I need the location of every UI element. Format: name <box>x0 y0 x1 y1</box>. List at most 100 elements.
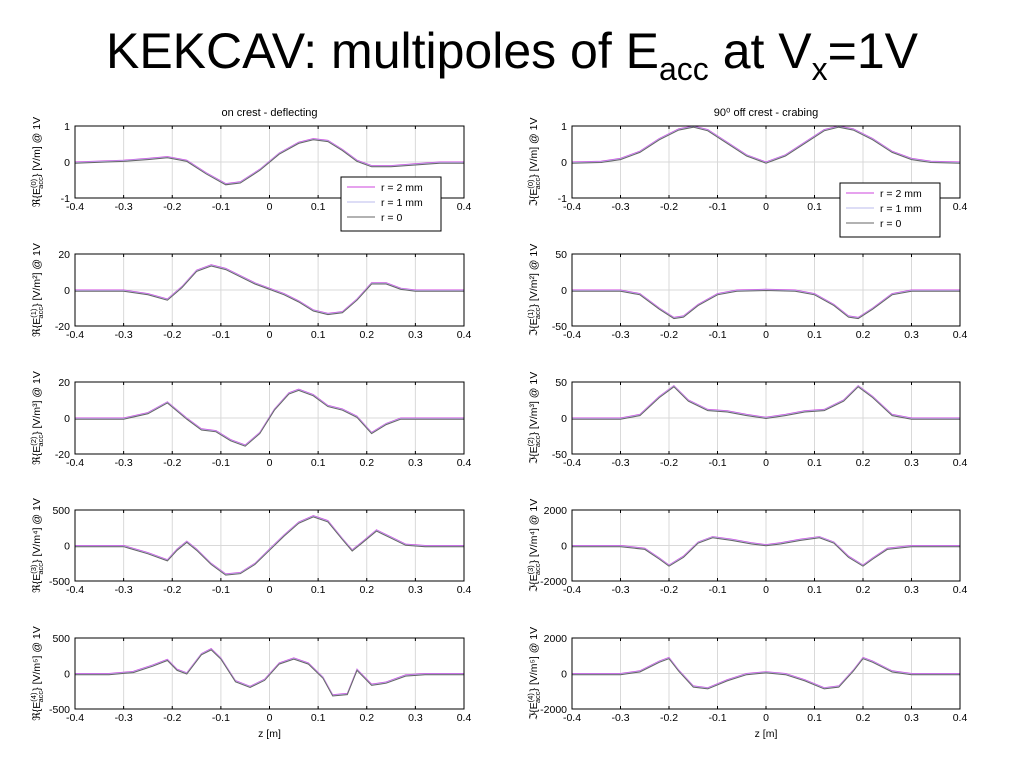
series-line <box>75 516 464 576</box>
x-axis-label: z [m] <box>755 728 778 740</box>
x-tick-label: 0.3 <box>408 584 423 596</box>
legend-entry: r = 2 mm <box>880 188 922 200</box>
y-tick-label: -50 <box>552 449 567 461</box>
x-tick-label: -0.1 <box>212 712 230 724</box>
x-tick-label: -0.4 <box>66 329 84 341</box>
y-tick-label: 2000 <box>544 633 568 645</box>
x-tick-label: 0.4 <box>457 712 472 724</box>
legend: r = 2 mm r = 1 mm r = 0 <box>340 176 442 232</box>
y-tick-label: -20 <box>55 449 70 461</box>
y-tick-label: 500 <box>52 505 70 517</box>
y-tick-label: 0 <box>64 669 70 681</box>
x-tick-label: -0.4 <box>563 712 581 724</box>
x-tick-label: -0.2 <box>163 584 181 596</box>
legend-box <box>839 182 941 238</box>
x-tick-label: 0.3 <box>408 457 423 469</box>
x-tick-label: -0.2 <box>660 457 678 469</box>
x-tick-label: 0 <box>763 457 769 469</box>
y-tick-label: 500 <box>52 633 70 645</box>
y-tick-label: -2000 <box>540 704 567 716</box>
series-line <box>571 126 961 164</box>
x-tick-label: 0.3 <box>904 712 919 724</box>
x-tick-label: -0.2 <box>163 201 181 213</box>
title-main: KEKCAV: multipoles of E <box>105 23 659 79</box>
x-tick-label: -0.3 <box>115 329 133 341</box>
axes-frame <box>571 125 961 199</box>
y-tick-label: 0 <box>64 413 70 425</box>
x-tick-label: 0.1 <box>311 201 326 213</box>
y-tick-label: 20 <box>58 377 70 389</box>
x-tick-label: -0.2 <box>660 712 678 724</box>
y-tick-label: 0 <box>561 157 567 169</box>
y-axis-label: ℜ{E(1)acc} [V/m²] @ 1V <box>29 243 45 337</box>
x-tick-label: 0.1 <box>311 712 326 724</box>
y-tick-label: 0 <box>561 669 567 681</box>
x-tick-label: -0.4 <box>66 457 84 469</box>
x-tick-label: -0.3 <box>115 457 133 469</box>
x-tick-label: 0.1 <box>807 201 822 213</box>
x-tick-label: 0.3 <box>904 329 919 341</box>
y-tick-label: 0 <box>64 541 70 553</box>
series-line <box>74 138 464 185</box>
y-tick-label: -1 <box>61 193 70 205</box>
legend-box <box>340 176 442 232</box>
x-tick-label: 0.3 <box>408 712 423 724</box>
y-axis-label: ℜ{E(3)acc} [V/m⁴] @ 1V <box>29 498 45 593</box>
x-tick-label: -0.4 <box>563 457 581 469</box>
x-tick-label: -0.4 <box>563 329 581 341</box>
x-tick-label: 0 <box>763 584 769 596</box>
x-tick-label: -0.2 <box>660 584 678 596</box>
x-tick-label: -0.3 <box>611 457 629 469</box>
x-tick-label: 0.4 <box>457 329 472 341</box>
title-end: =1V <box>827 23 918 79</box>
x-tick-label: -0.1 <box>708 329 726 341</box>
subplot-left-5: -0.4 -0.3 -0.2 -0.1 0 0.1 0.2 0.3 0.4 -500 0 500 z [… <box>29 626 471 740</box>
y-tick-label: -500 <box>49 704 70 716</box>
x-tick-label: 0 <box>267 457 273 469</box>
x-tick-label: 0.2 <box>856 712 871 724</box>
x-tick-label: 0.4 <box>457 457 472 469</box>
x-tick-label: 0.2 <box>359 457 374 469</box>
x-tick-label: 0.1 <box>311 584 326 596</box>
series-line <box>572 386 960 420</box>
y-tick-label: 0 <box>561 541 567 553</box>
x-tick-label: -0.3 <box>611 201 629 213</box>
x-tick-label: -0.1 <box>708 712 726 724</box>
subplot-left-3: -0.4 -0.3 -0.2 -0.1 0 0.1 0.2 0.3 0.4 -20 0 20 ℜ{E(2… <box>29 371 471 469</box>
legend-entry: r = 0 <box>381 212 402 224</box>
x-tick-label: -0.4 <box>66 201 84 213</box>
x-tick-label: 0.2 <box>856 584 871 596</box>
x-tick-label: -0.3 <box>115 201 133 213</box>
x-tick-label: 0.2 <box>359 584 374 596</box>
x-tick-label: -0.2 <box>660 201 678 213</box>
legend-entry: r = 2 mm <box>381 182 423 194</box>
y-tick-label: 1 <box>64 121 70 133</box>
x-tick-label: 0.2 <box>856 329 871 341</box>
subplot-right-2: -0.4 -0.3 -0.2 -0.1 0 0.1 0.2 0.3 0.4 -50 0 50 ℑ{E(1… <box>526 244 967 341</box>
x-tick-label: 0 <box>763 712 769 724</box>
y-axis-label: ℑ{E(2)acc} [V/m³] @ 1V <box>526 372 542 464</box>
series-line <box>572 657 960 689</box>
y-tick-label: 1 <box>561 121 567 133</box>
series-line <box>74 138 464 185</box>
x-tick-label: 0 <box>267 712 273 724</box>
slide-title: KEKCAV: multipoles of Eacc at Vx=1V <box>0 16 1024 86</box>
x-tick-label: 0.3 <box>408 329 423 341</box>
series-line <box>572 289 960 320</box>
y-tick-label: -1 <box>558 193 567 205</box>
x-tick-label: -0.2 <box>163 457 181 469</box>
x-tick-label: 0.1 <box>807 329 822 341</box>
x-tick-label: -0.3 <box>115 584 133 596</box>
x-tick-label: 0.1 <box>311 457 326 469</box>
x-tick-label: 0.3 <box>904 584 919 596</box>
x-tick-label: 0.4 <box>953 329 968 341</box>
x-tick-label: 0 <box>763 201 769 213</box>
series-line <box>572 656 960 689</box>
y-tick-label: -20 <box>55 321 70 333</box>
x-tick-label: -0.2 <box>163 712 181 724</box>
series-line <box>74 139 464 186</box>
x-tick-label: 0.4 <box>457 201 472 213</box>
